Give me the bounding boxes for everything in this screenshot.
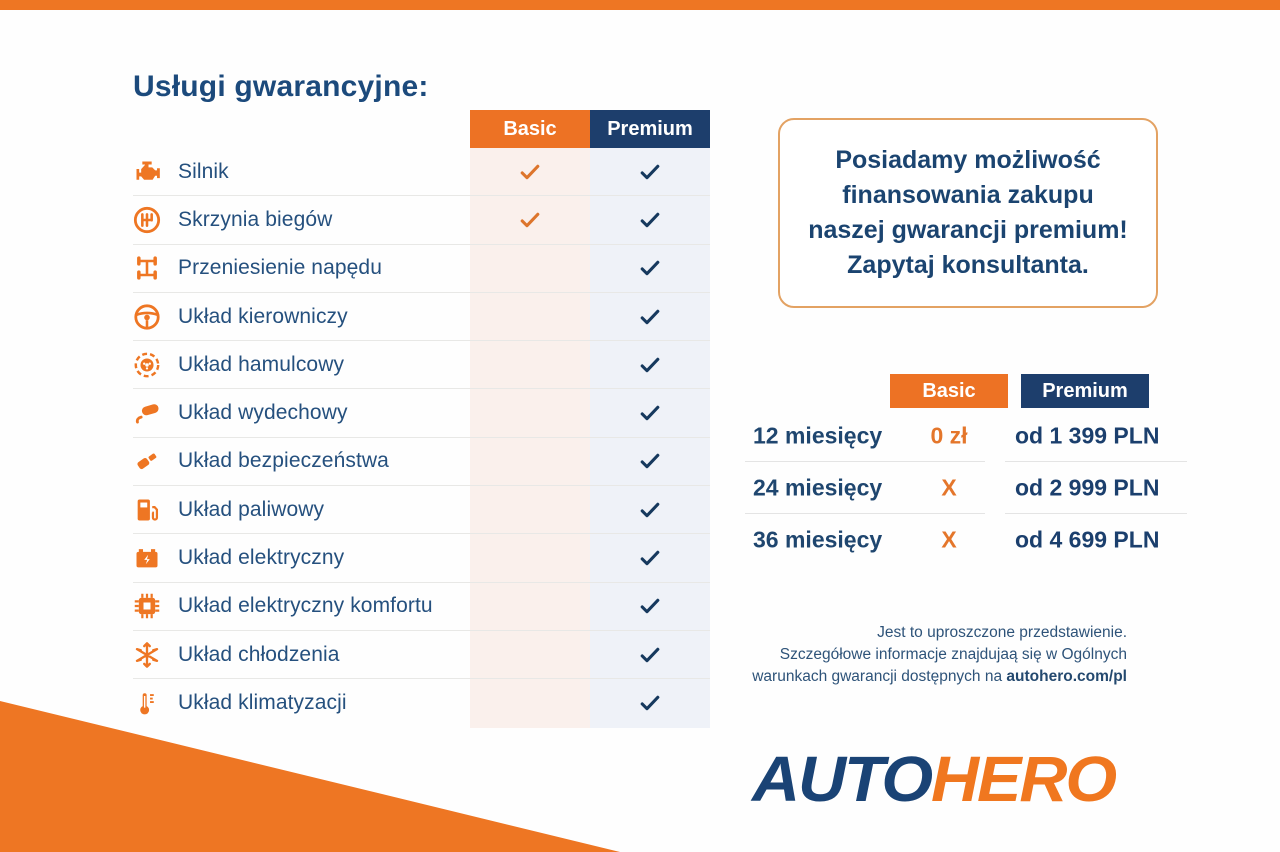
service-label: Układ hamulcowy [178,352,345,376]
row-divider [1005,461,1187,462]
pricing-premium-value: od 2 999 PLN [1015,474,1160,501]
service-row: Układ bezpieczeństwa [133,438,710,487]
service-label: Układ klimatyzacji [178,691,347,715]
top-orange-bar [0,0,1280,10]
pricing-header-premium: Premium [1021,374,1149,408]
premium-check-icon [590,692,710,714]
basic-check-icon [470,209,590,231]
services-rows: Silnik Skrzynia biegów Przeniesienie napęd… [133,148,710,728]
pricing-period: 24 miesięcy [753,474,883,501]
pricing-basic-value: X [941,474,957,501]
service-row: Układ klimatyzacji [133,679,710,727]
premium-column-background [590,148,710,728]
autohero-logo: AUTOHERO [752,742,1117,816]
premium-check-icon [590,209,710,231]
seatbelt-icon [133,447,161,475]
row-divider [745,513,985,514]
service-label: Układ chłodzenia [178,642,340,666]
pricing-basic-value: 0 zł [930,422,968,449]
disclaimer-url: autohero.com/pl [1006,668,1127,685]
financing-promo-box: Posiadamy możliwość finansowania zakupu na… [778,118,1158,308]
engine-icon [133,158,161,186]
service-row: Przeniesienie napędu [133,245,710,293]
service-row: Skrzynia biegów [133,196,710,245]
promo-text-line: naszej gwarancji premium! [808,216,1128,244]
row-divider [1005,513,1187,514]
pricing-rows: 12 miesięcy 0 zł od 1 399 PLN 24 miesięcy X… [745,410,1187,566]
premium-check-icon [590,161,710,183]
promo-text-line: Posiadamy możliwość [835,146,1101,174]
brake-icon [133,351,161,379]
pricing-period: 36 miesięcy [753,526,883,553]
snowflake-icon [133,641,161,669]
logo-hero-text: HERO [931,743,1117,815]
exhaust-icon [133,399,161,427]
premium-check-icon [590,547,710,569]
pricing-premium-value: od 4 699 PLN [1015,526,1160,553]
premium-check-icon [590,257,710,279]
column-header-premium: Premium [590,110,710,148]
service-row: Układ elektryczny [133,534,710,583]
service-row: Układ kierowniczy [133,293,710,342]
logo-auto-text: AUTO [752,743,933,815]
steering-wheel-icon [133,303,161,331]
gearbox-icon [133,206,161,234]
chip-icon [133,592,161,620]
warranty-services-section: Usługi gwarancyjne: Basic Premium Silnik… [133,70,710,728]
service-label: Układ wydechowy [178,401,348,425]
drivetrain-icon [133,254,161,282]
service-row: Układ paliwowy [133,486,710,535]
thermometer-icon [133,689,161,717]
services-table-header: Basic Premium [133,110,710,148]
service-row: Układ chłodzenia [133,631,710,680]
premium-check-icon [590,595,710,617]
battery-icon [133,544,161,572]
basic-column-background [470,148,590,728]
premium-check-icon [590,354,710,376]
premium-check-icon [590,450,710,472]
pricing-table: Basic Premium 12 miesięcy 0 zł od 1 399 PL… [745,374,1187,570]
pricing-premium-value: od 1 399 PLN [1015,422,1160,449]
premium-check-icon [590,644,710,666]
row-divider [745,461,985,462]
services-table: Basic Premium Silnik Skrzynia biegów Przen… [133,110,710,728]
pricing-row: 12 miesięcy 0 zł od 1 399 PLN [745,410,1187,462]
service-label: Układ paliwowy [178,497,325,521]
pricing-basic-value: X [941,526,957,553]
promo-text-line: Zapytaj konsultanta. [847,251,1089,279]
service-label: Układ elektryczny komfortu [178,594,433,618]
promo-text-line: finansowania zakupu [842,181,1094,209]
disclaimer-line-3: warunkach gwarancji dostępnych na [752,668,1007,685]
premium-check-icon [590,499,710,521]
service-row: Układ hamulcowy [133,341,710,390]
service-label: Silnik [178,159,229,183]
disclaimer-text: Jest to uproszczone przedstawienie. Szcz… [735,622,1127,688]
pricing-period: 12 miesięcy [753,422,883,449]
page-title: Usługi gwarancyjne: [133,70,429,103]
disclaimer-line-2: Szczegółowe informacje znajdujaą się w O… [779,646,1127,663]
premium-check-icon [590,402,710,424]
service-label: Skrzynia biegów [178,207,333,231]
column-header-basic: Basic [470,110,590,148]
disclaimer-line-1: Jest to uproszczone przedstawienie. [877,624,1127,641]
service-row: Silnik [133,148,710,197]
service-label: Układ bezpieczeństwa [178,449,389,473]
service-label: Przeniesienie napędu [178,256,382,280]
service-label: Układ elektryczny [178,546,345,570]
fuel-pump-icon [133,496,161,524]
premium-check-icon [590,306,710,328]
pricing-header-basic: Basic [890,374,1008,408]
basic-check-icon [470,161,590,183]
service-row: Układ elektryczny komfortu [133,583,710,631]
service-row: Układ wydechowy [133,389,710,438]
service-label: Układ kierowniczy [178,304,348,328]
